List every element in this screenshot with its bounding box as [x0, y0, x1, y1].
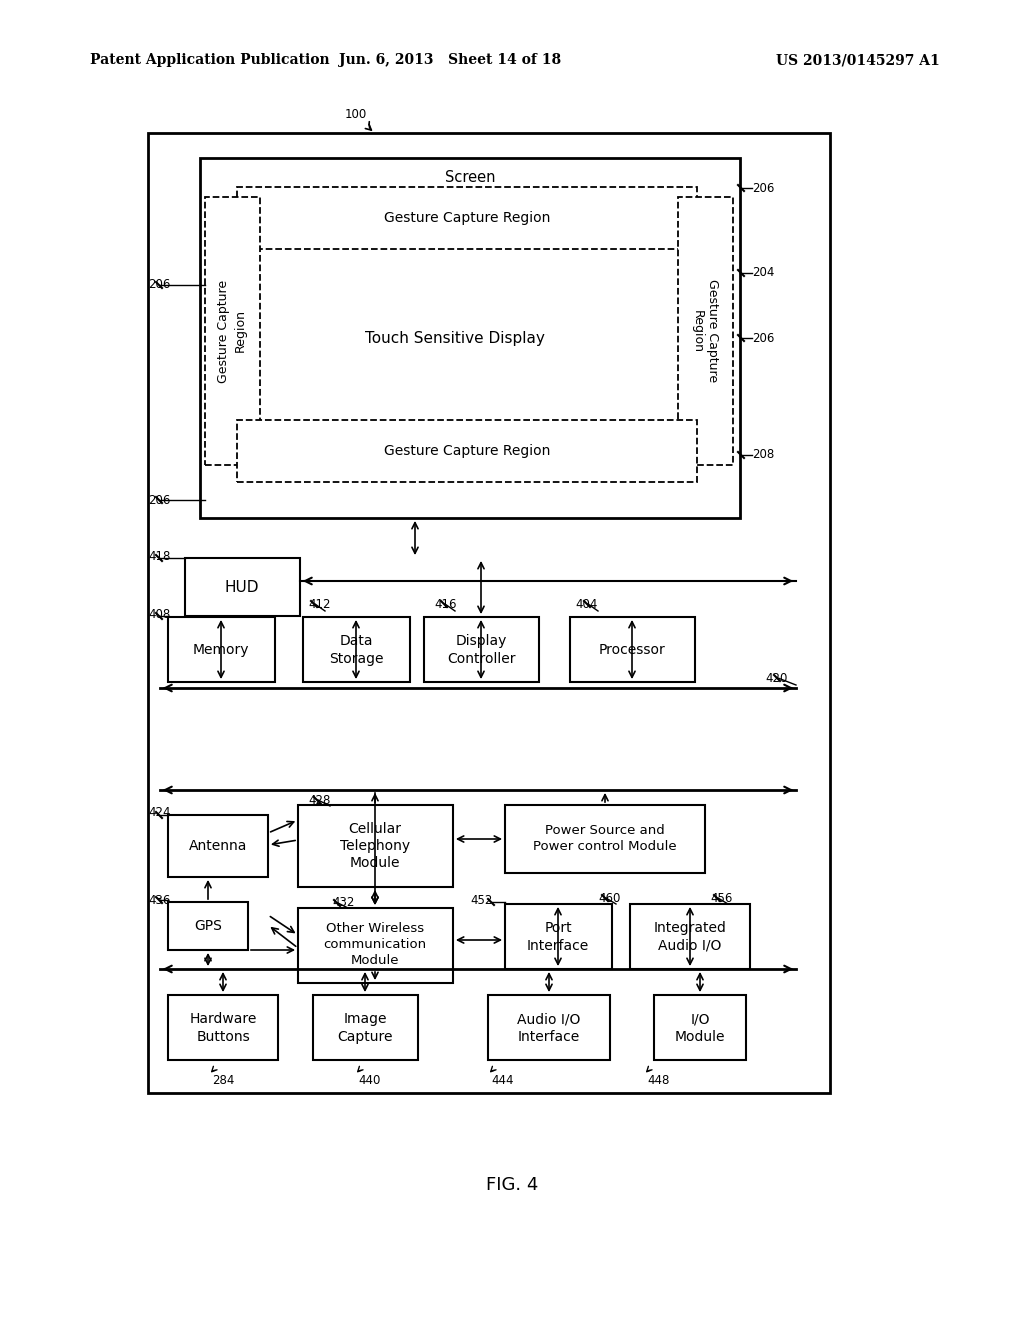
Text: 204: 204	[752, 267, 774, 280]
Text: 408: 408	[148, 607, 170, 620]
Text: 460: 460	[598, 891, 621, 904]
Text: 436: 436	[148, 894, 170, 907]
Bar	[505, 805, 705, 873]
Text: 452: 452	[470, 894, 493, 907]
Text: 444: 444	[490, 1073, 513, 1086]
Text: Touch Sensitive Display: Touch Sensitive Display	[366, 330, 545, 346]
Text: Power Source and
Power control Module: Power Source and Power control Module	[534, 825, 677, 854]
Text: 448: 448	[647, 1073, 670, 1086]
Text: 424: 424	[148, 805, 171, 818]
Text: Gesture Capture
Region: Gesture Capture Region	[690, 280, 720, 383]
Bar	[654, 995, 746, 1060]
Bar	[200, 158, 740, 517]
Bar	[505, 904, 612, 969]
Bar	[424, 616, 539, 682]
Text: Gesture Capture Region: Gesture Capture Region	[384, 211, 550, 224]
Bar	[630, 904, 750, 969]
Text: Data
Storage: Data Storage	[329, 635, 383, 665]
Bar	[168, 902, 248, 950]
Text: 206: 206	[148, 279, 170, 292]
Text: GPS: GPS	[195, 919, 222, 933]
Text: 206: 206	[752, 331, 774, 345]
Text: Other Wireless
communication
Module: Other Wireless communication Module	[324, 923, 427, 968]
Bar	[148, 133, 830, 1093]
Text: 428: 428	[308, 793, 331, 807]
Bar	[205, 197, 260, 465]
Bar	[168, 995, 278, 1060]
Text: FIG. 4: FIG. 4	[485, 1176, 539, 1195]
Bar	[168, 616, 275, 682]
Text: 206: 206	[148, 494, 170, 507]
Text: US 2013/0145297 A1: US 2013/0145297 A1	[776, 53, 940, 67]
Text: Antenna: Antenna	[188, 840, 247, 853]
Bar	[237, 420, 697, 482]
Text: Memory: Memory	[193, 643, 249, 657]
Text: 418: 418	[148, 549, 170, 562]
Bar	[237, 187, 697, 249]
Text: Integrated
Audio I/O: Integrated Audio I/O	[653, 921, 726, 953]
Bar	[488, 995, 610, 1060]
Text: Processor: Processor	[599, 643, 666, 657]
Text: Screen: Screen	[444, 170, 496, 186]
Text: Gesture Capture
Region: Gesture Capture Region	[217, 280, 247, 383]
Bar	[168, 814, 268, 876]
Text: 420: 420	[765, 672, 787, 685]
Text: I/O
Module: I/O Module	[675, 1012, 725, 1044]
Text: 456: 456	[710, 891, 732, 904]
Text: Audio I/O
Interface: Audio I/O Interface	[517, 1012, 581, 1044]
Text: Jun. 6, 2013   Sheet 14 of 18: Jun. 6, 2013 Sheet 14 of 18	[339, 53, 561, 67]
Text: 284: 284	[212, 1073, 234, 1086]
Bar	[298, 908, 453, 983]
Text: 404: 404	[575, 598, 597, 610]
Text: Image
Capture: Image Capture	[337, 1012, 393, 1044]
Text: Display
Controller: Display Controller	[446, 635, 515, 665]
Text: 100: 100	[345, 108, 368, 121]
Text: 416: 416	[434, 598, 457, 610]
Text: 208: 208	[752, 449, 774, 462]
Bar	[303, 616, 410, 682]
Text: Gesture Capture Region: Gesture Capture Region	[384, 444, 550, 458]
Text: 206: 206	[752, 181, 774, 194]
Bar	[298, 805, 453, 887]
Bar	[313, 995, 418, 1060]
Text: 432: 432	[332, 896, 354, 909]
Text: Port
Interface: Port Interface	[527, 921, 589, 953]
Text: 412: 412	[308, 598, 331, 610]
Text: HUD: HUD	[224, 579, 259, 594]
Text: Patent Application Publication: Patent Application Publication	[90, 53, 330, 67]
Bar	[570, 616, 695, 682]
Bar	[678, 197, 733, 465]
Text: Hardware
Buttons: Hardware Buttons	[189, 1012, 257, 1044]
Text: Cellular
Telephony
Module: Cellular Telephony Module	[340, 821, 410, 870]
Text: 440: 440	[358, 1073, 380, 1086]
Bar	[185, 558, 300, 616]
